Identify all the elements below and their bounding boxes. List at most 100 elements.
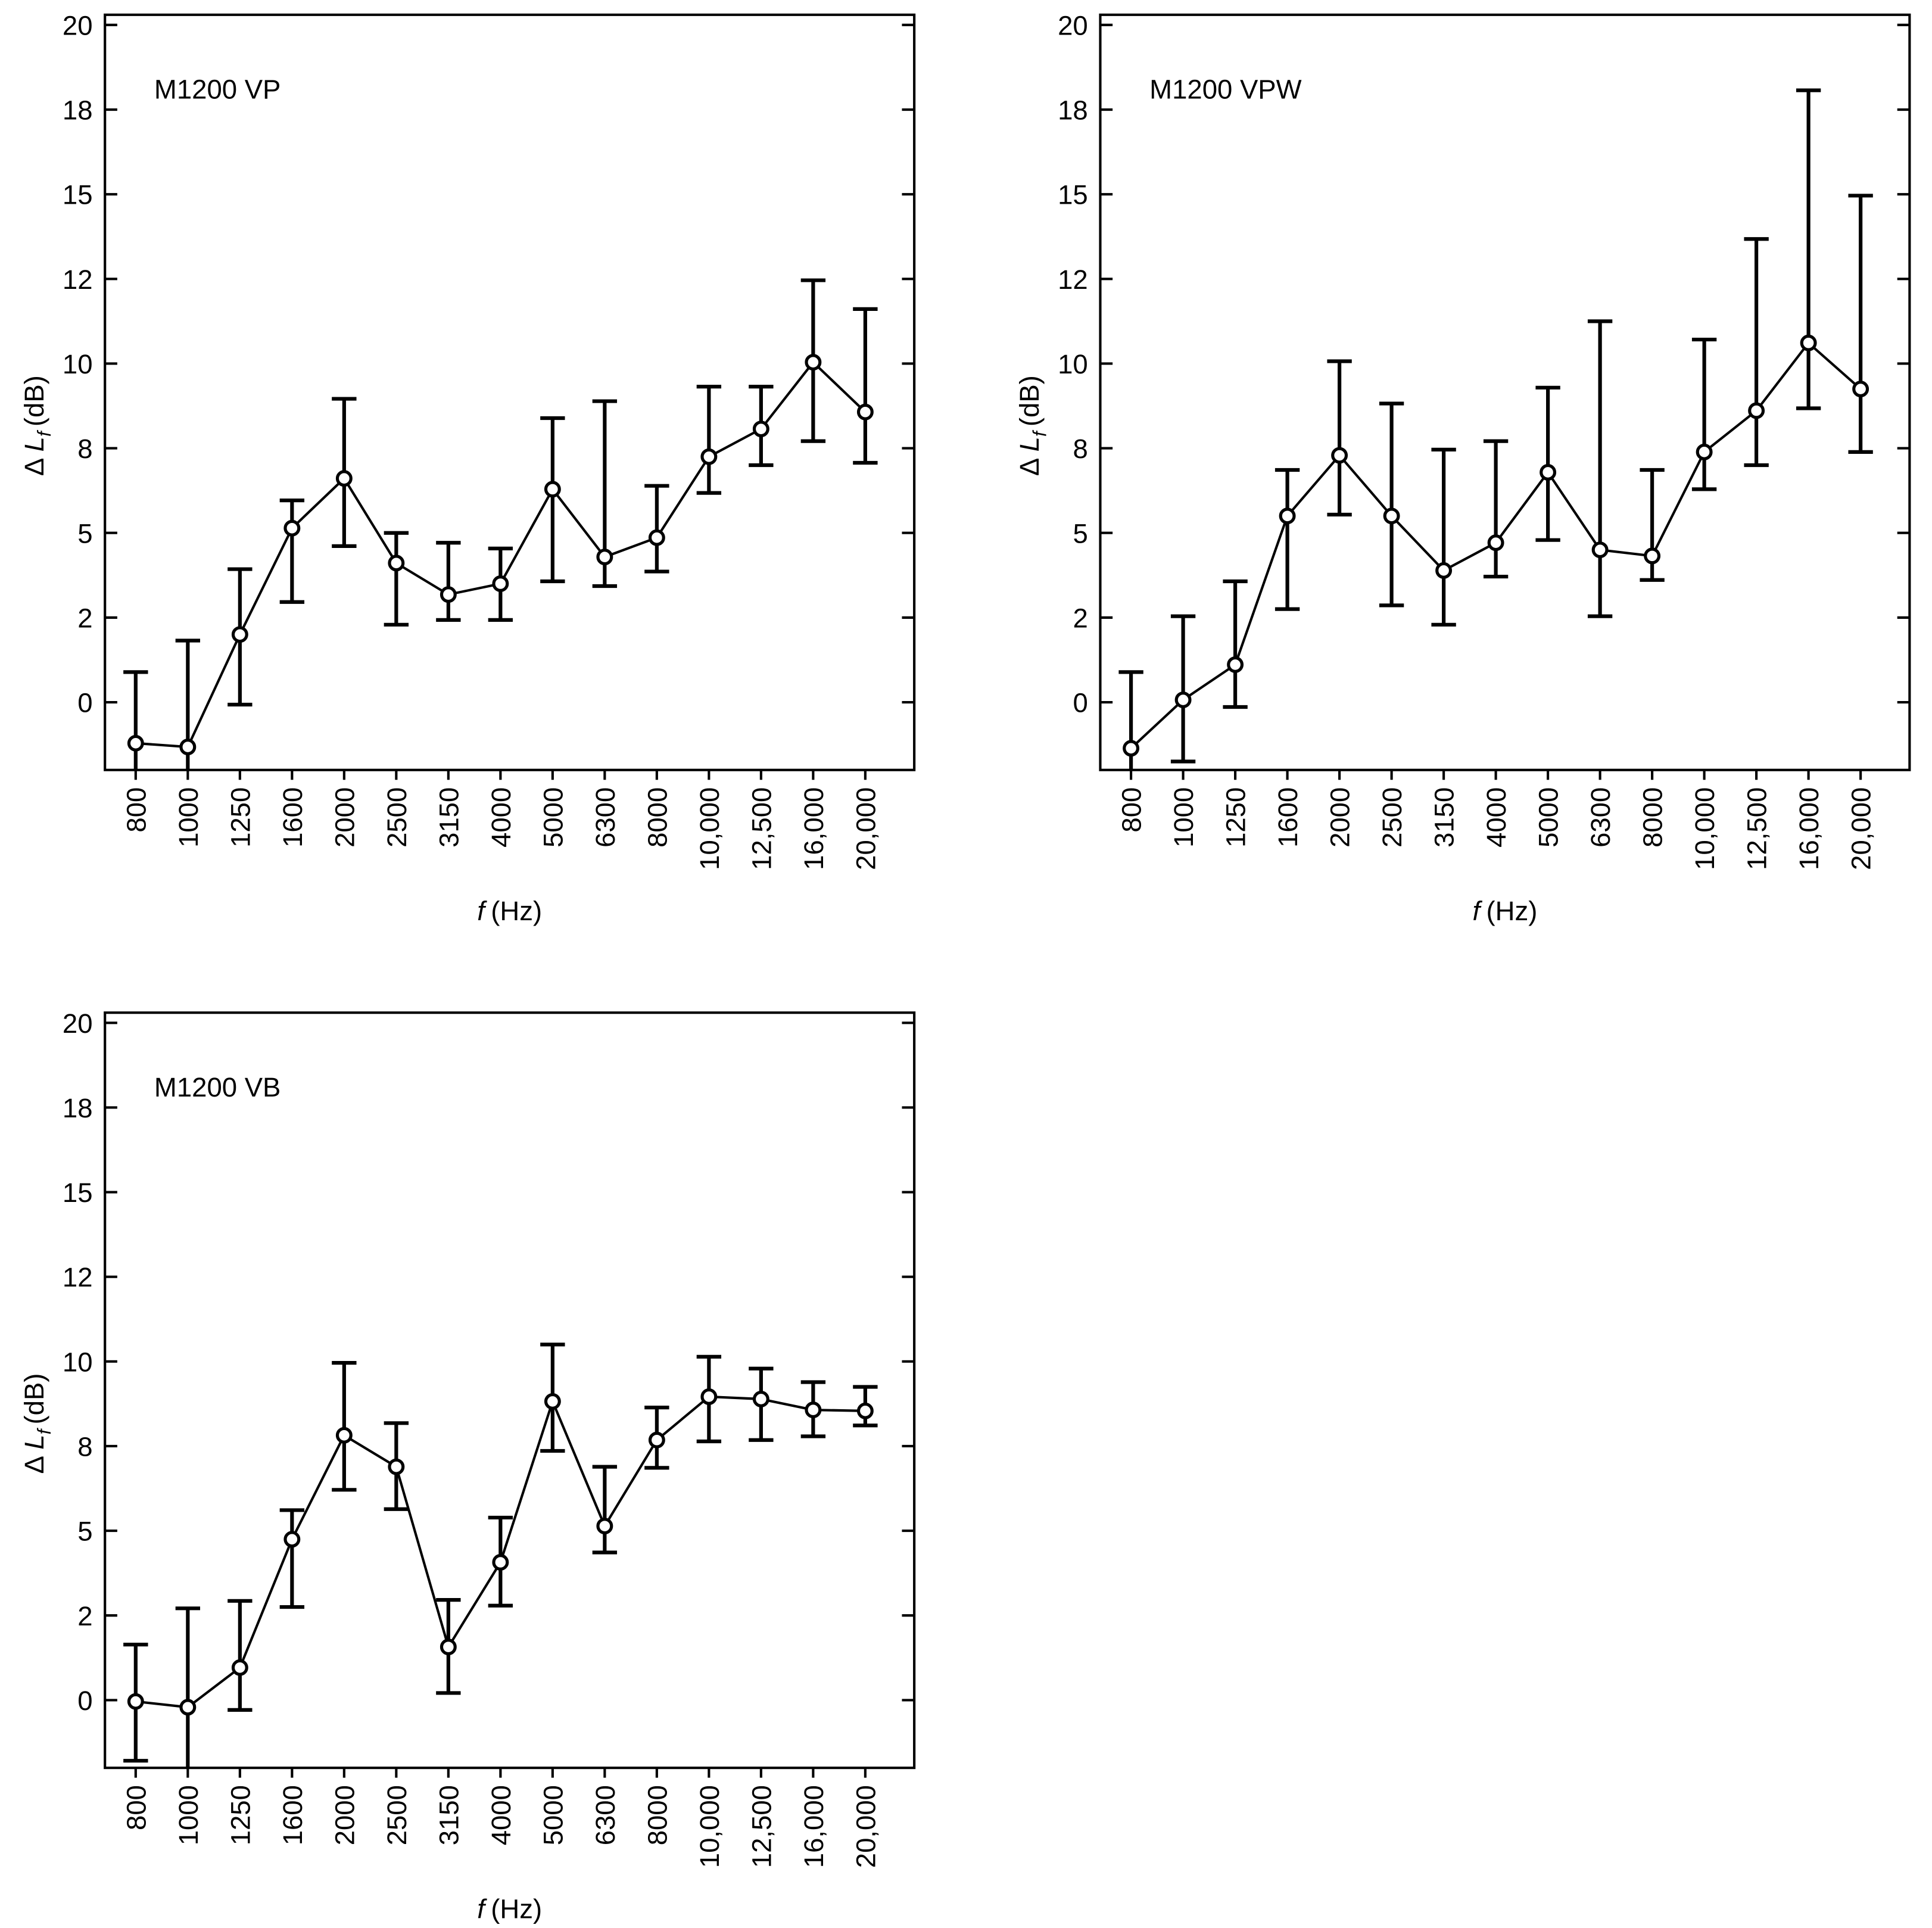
error-bar — [1275, 468, 1300, 611]
x-tick-label: 3150 — [1429, 787, 1460, 848]
y-label-unit: (dB) — [19, 1373, 49, 1425]
x-tick-label: 4000 — [1481, 787, 1512, 848]
data-point — [700, 448, 718, 465]
data-point — [440, 1639, 457, 1656]
x-tick-label: 3150 — [434, 787, 464, 848]
data-point — [1852, 381, 1869, 398]
y-tick-label: 20 — [63, 10, 93, 41]
data-point — [752, 1390, 769, 1407]
y-tick-label: 10 — [63, 1347, 93, 1377]
y-axis-label: ΔLf (dB) — [1014, 375, 1050, 476]
error-bar — [853, 307, 878, 465]
data-point — [179, 1699, 197, 1716]
data-point — [1227, 656, 1244, 673]
x-label-unit: (Hz) — [491, 1893, 542, 1924]
y-label-var: L — [19, 437, 49, 451]
y-tick-label: 5 — [77, 1516, 92, 1547]
error-bar — [332, 1360, 357, 1492]
x-tick-label: 8000 — [642, 787, 672, 848]
x-tick-label: 5000 — [1534, 787, 1564, 848]
error-bar — [1170, 614, 1196, 764]
y-tick-label: 20 — [1058, 10, 1088, 41]
y-tick-label: 18 — [63, 95, 93, 126]
y-tick-label: 5 — [1073, 518, 1087, 549]
x-axis-label: f (Hz) — [1472, 896, 1537, 926]
x-tick-label: 16,000 — [799, 787, 829, 870]
data-point — [1644, 547, 1661, 565]
error-bar — [1327, 359, 1352, 517]
data-point — [648, 1431, 665, 1449]
x-tick-label: 800 — [121, 787, 151, 833]
data-point — [492, 575, 509, 592]
x-tick-label: 4000 — [486, 1785, 516, 1845]
x-tick-label: 2000 — [1325, 787, 1355, 848]
panel-title: M1200 VPW — [1149, 74, 1301, 104]
error-bar — [175, 638, 201, 770]
x-tick-label: 20,000 — [850, 1785, 881, 1868]
x-tick-label: 1600 — [1273, 787, 1303, 848]
x-tick-label: 10,000 — [694, 1785, 725, 1868]
y-tick-label: 10 — [63, 349, 93, 379]
error-bar — [540, 416, 565, 584]
y-axis-label: ΔLf (dB) — [19, 375, 55, 476]
y-tick-label: 2 — [77, 1601, 92, 1631]
error-bar — [123, 670, 148, 770]
y-tick-label: 15 — [63, 1178, 93, 1208]
y-tick-label: 8 — [1073, 434, 1087, 464]
error-bar — [1744, 237, 1769, 468]
panel-title: M1200 VB — [154, 1072, 281, 1102]
x-tick-label: 800 — [1117, 787, 1147, 833]
x-label-var: f — [1472, 896, 1482, 926]
x-tick-label: 1000 — [1168, 787, 1199, 848]
data-point — [1331, 447, 1348, 464]
data-point — [596, 1518, 613, 1535]
plot-frame — [104, 1011, 916, 1770]
data-point — [1540, 463, 1557, 481]
x-tick-label: 1600 — [278, 787, 308, 848]
y-label-unit: (dB) — [19, 375, 49, 426]
data-point — [1800, 334, 1817, 351]
y-tick-label: 8 — [77, 1432, 92, 1462]
x-tick-label: 800 — [121, 1785, 151, 1830]
x-axis-label: f (Hz) — [477, 896, 542, 926]
y-tick-label: 0 — [1073, 688, 1087, 718]
data-point — [1435, 562, 1453, 579]
x-tick-label: 2000 — [329, 787, 360, 848]
y-tick-label: 18 — [1058, 95, 1088, 126]
x-tick-label: 16,000 — [799, 1785, 829, 1868]
error-bar — [279, 499, 305, 604]
x-tick-label: 1250 — [1221, 787, 1251, 848]
error-bar — [1379, 401, 1404, 608]
x-tick-label: 6300 — [590, 1785, 621, 1845]
y-tick-label: 18 — [63, 1093, 93, 1123]
data-point — [805, 1401, 822, 1419]
data-point — [231, 1659, 248, 1676]
y-label-var: L — [1014, 437, 1045, 451]
x-tick-label: 12,500 — [746, 787, 777, 870]
error-bar — [228, 1599, 253, 1712]
data-point — [1383, 507, 1400, 525]
data-point — [492, 1554, 509, 1571]
x-tick-label: 8000 — [1638, 787, 1668, 848]
y-label-prefix: Δ — [19, 458, 49, 476]
error-bar — [644, 484, 669, 574]
error-bar — [1691, 337, 1717, 491]
y-tick-label: 20 — [63, 1008, 93, 1039]
y-tick-label: 0 — [77, 688, 92, 718]
x-label-var: f — [477, 1893, 487, 1924]
error-bar — [696, 385, 722, 495]
y-label-sub: f — [1029, 429, 1050, 437]
data-point — [335, 1426, 353, 1444]
y-tick-label: 2 — [1073, 603, 1087, 633]
data-point — [179, 739, 197, 756]
plot-frame — [104, 13, 916, 771]
x-tick-label: 1000 — [173, 1785, 204, 1845]
x-tick-label: 2000 — [329, 1785, 360, 1845]
x-tick-label: 20,000 — [1846, 787, 1877, 870]
error-bar — [1118, 670, 1143, 770]
data-point — [127, 734, 144, 752]
x-tick-label: 2500 — [382, 1785, 412, 1845]
data-point — [544, 481, 561, 498]
